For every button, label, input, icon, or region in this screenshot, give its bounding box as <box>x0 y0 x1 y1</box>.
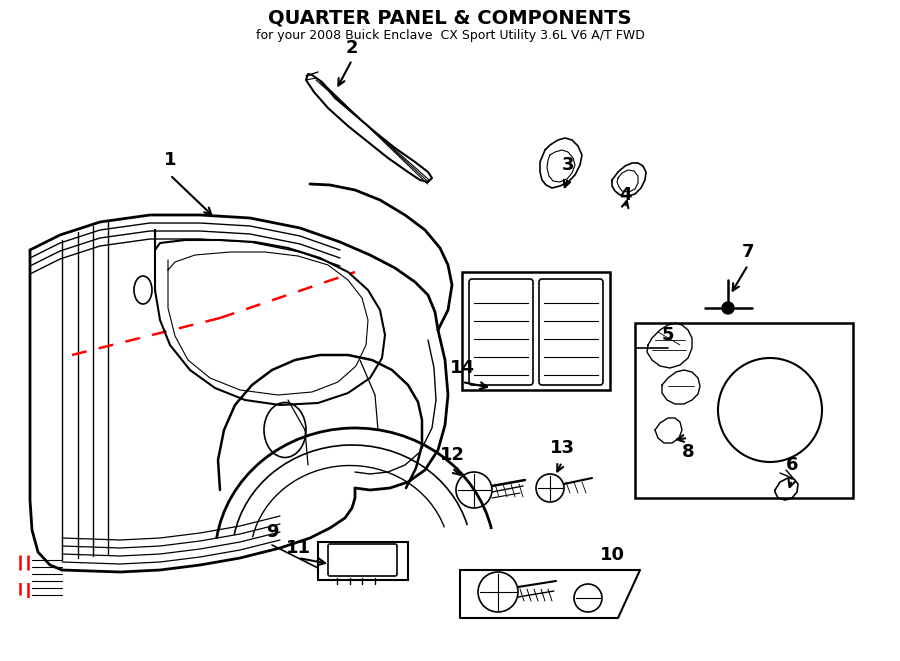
Text: 10: 10 <box>599 546 625 564</box>
Text: 13: 13 <box>550 439 574 457</box>
Text: 3: 3 <box>562 156 574 174</box>
Text: 12: 12 <box>439 446 464 464</box>
Text: 11: 11 <box>285 539 310 557</box>
Bar <box>318 542 408 580</box>
Text: 6: 6 <box>786 456 798 474</box>
Bar <box>635 323 853 498</box>
Text: for your 2008 Buick Enclave  CX Sport Utility 3.6L V6 A/T FWD: for your 2008 Buick Enclave CX Sport Uti… <box>256 28 644 42</box>
Text: 9: 9 <box>266 523 278 541</box>
Bar <box>462 272 610 390</box>
Text: 2: 2 <box>346 39 358 57</box>
Text: 14: 14 <box>449 359 474 377</box>
Text: 7: 7 <box>742 243 754 261</box>
Text: 4: 4 <box>619 186 631 204</box>
Circle shape <box>722 302 734 314</box>
Text: QUARTER PANEL & COMPONENTS: QUARTER PANEL & COMPONENTS <box>268 9 632 28</box>
Text: 8: 8 <box>681 443 694 461</box>
Text: 5: 5 <box>662 326 674 344</box>
Text: 1: 1 <box>164 151 176 169</box>
